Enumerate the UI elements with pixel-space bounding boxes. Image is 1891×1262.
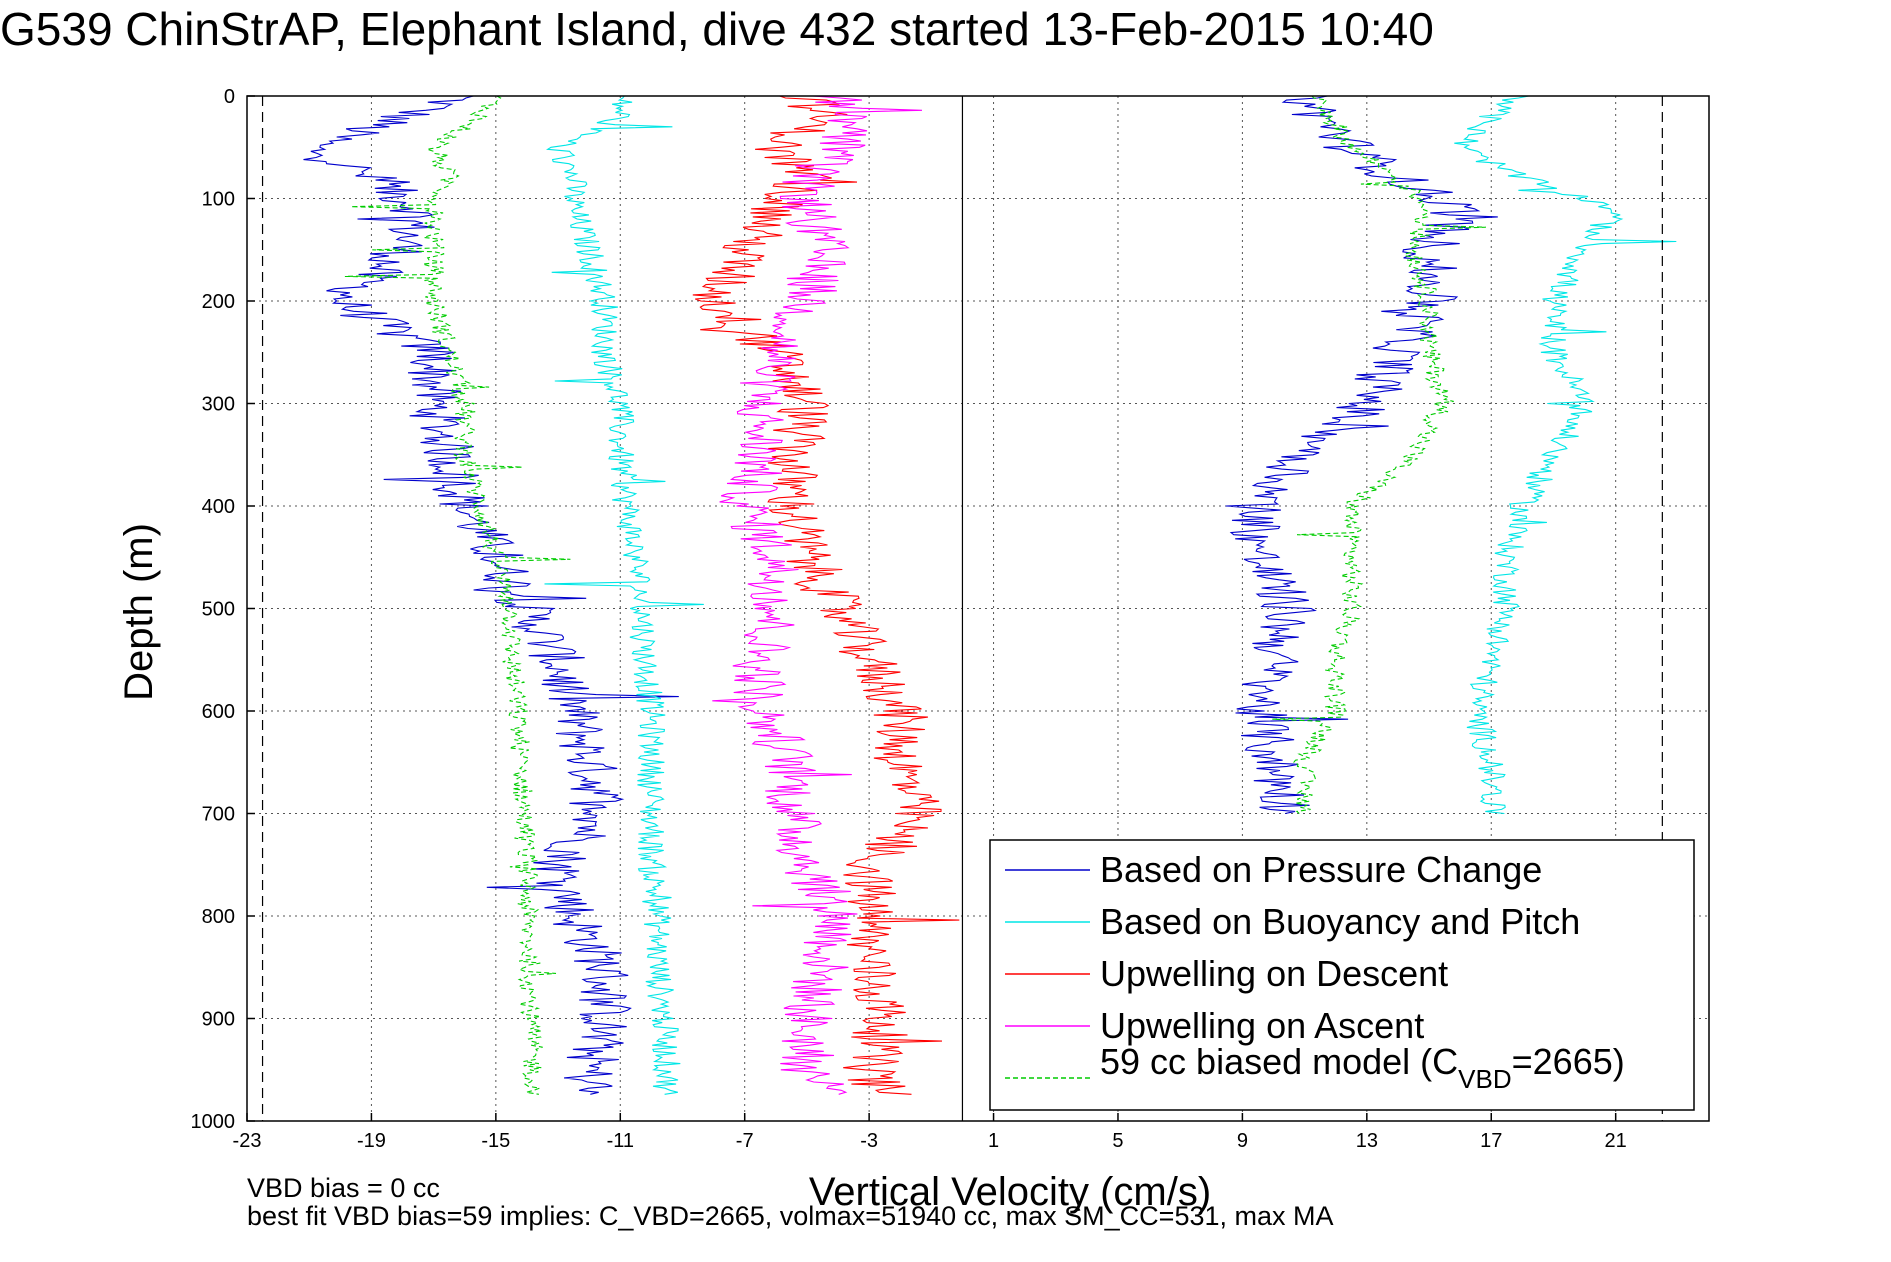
legend-box [989,839,1695,1111]
x-tick-label: 21 [1605,1130,1627,1152]
best-fit-note: best fit VBD bias=59 implies: C_VBD=2665… [247,1201,1334,1231]
legend: Based on Pressure Change Based on Buoyanc… [989,839,1695,1111]
x-tick-label: -7 [736,1130,754,1152]
series-line-buoyancy_descent [544,95,704,1095]
x-tick-label: 9 [1237,1130,1248,1152]
y-tick-label: 300 [202,394,235,416]
y-tick-label: 100 [202,189,235,211]
x-tick-label: 17 [1480,1130,1502,1152]
series-line-pressure_descent [303,95,679,1095]
y-tick-label: 600 [202,701,235,723]
y-tick-label: 500 [202,599,235,621]
tick-layer: -23 -19 -15 -11 -7 -3 1 5 9 13 17 21 0 100 200 300 400 50… [191,86,1627,1152]
series-line-upwelling_descent [692,95,960,1095]
series-line-pressure_ascent [1225,95,1498,815]
x-axis-label: Vertical Velocity (cm/s) [809,1170,1211,1214]
y-tick-label: 700 [202,804,235,826]
x-tick-label: 13 [1356,1130,1378,1152]
x-tick-label: 5 [1112,1130,1123,1152]
x-tick-label: -11 [607,1130,634,1152]
series-line-buoyancy_ascent [1454,95,1677,815]
vbd-bias-note: VBD bias = 0 cc [247,1173,440,1203]
legend-label: 59 cc biased model (CVBD=2665) [1100,1041,1625,1094]
y-tick-label: 200 [202,291,235,313]
x-tick-label: -23 [233,1130,262,1152]
y-tick-label: 800 [202,906,235,928]
y-axis-label: Depth (m) [117,523,161,701]
legend-label: Based on Pressure Change [1100,849,1542,890]
series-layer [303,95,1677,1095]
series-line-upwelling_ascent [712,95,923,1095]
legend-label: Upwelling on Ascent [1100,1005,1424,1046]
legend-label: Based on Buoyancy and Pitch [1100,901,1580,942]
series-line-model_ascent [1272,95,1486,814]
x-tick-label: 1 [988,1130,999,1152]
y-tick-label: 900 [202,1009,235,1031]
y-tick-label: 400 [202,496,235,518]
chart-title: G539 ChinStrAP, Elephant Island, dive 43… [0,3,1434,55]
x-tick-label: -15 [481,1130,510,1152]
y-tick-label: 0 [224,86,235,108]
series-line-model_descent [344,95,571,1095]
x-tick-label: -3 [860,1130,878,1152]
legend-label: Upwelling on Descent [1100,953,1448,994]
x-tick-label: -19 [357,1130,386,1152]
y-tick-label: 1000 [191,1111,236,1133]
